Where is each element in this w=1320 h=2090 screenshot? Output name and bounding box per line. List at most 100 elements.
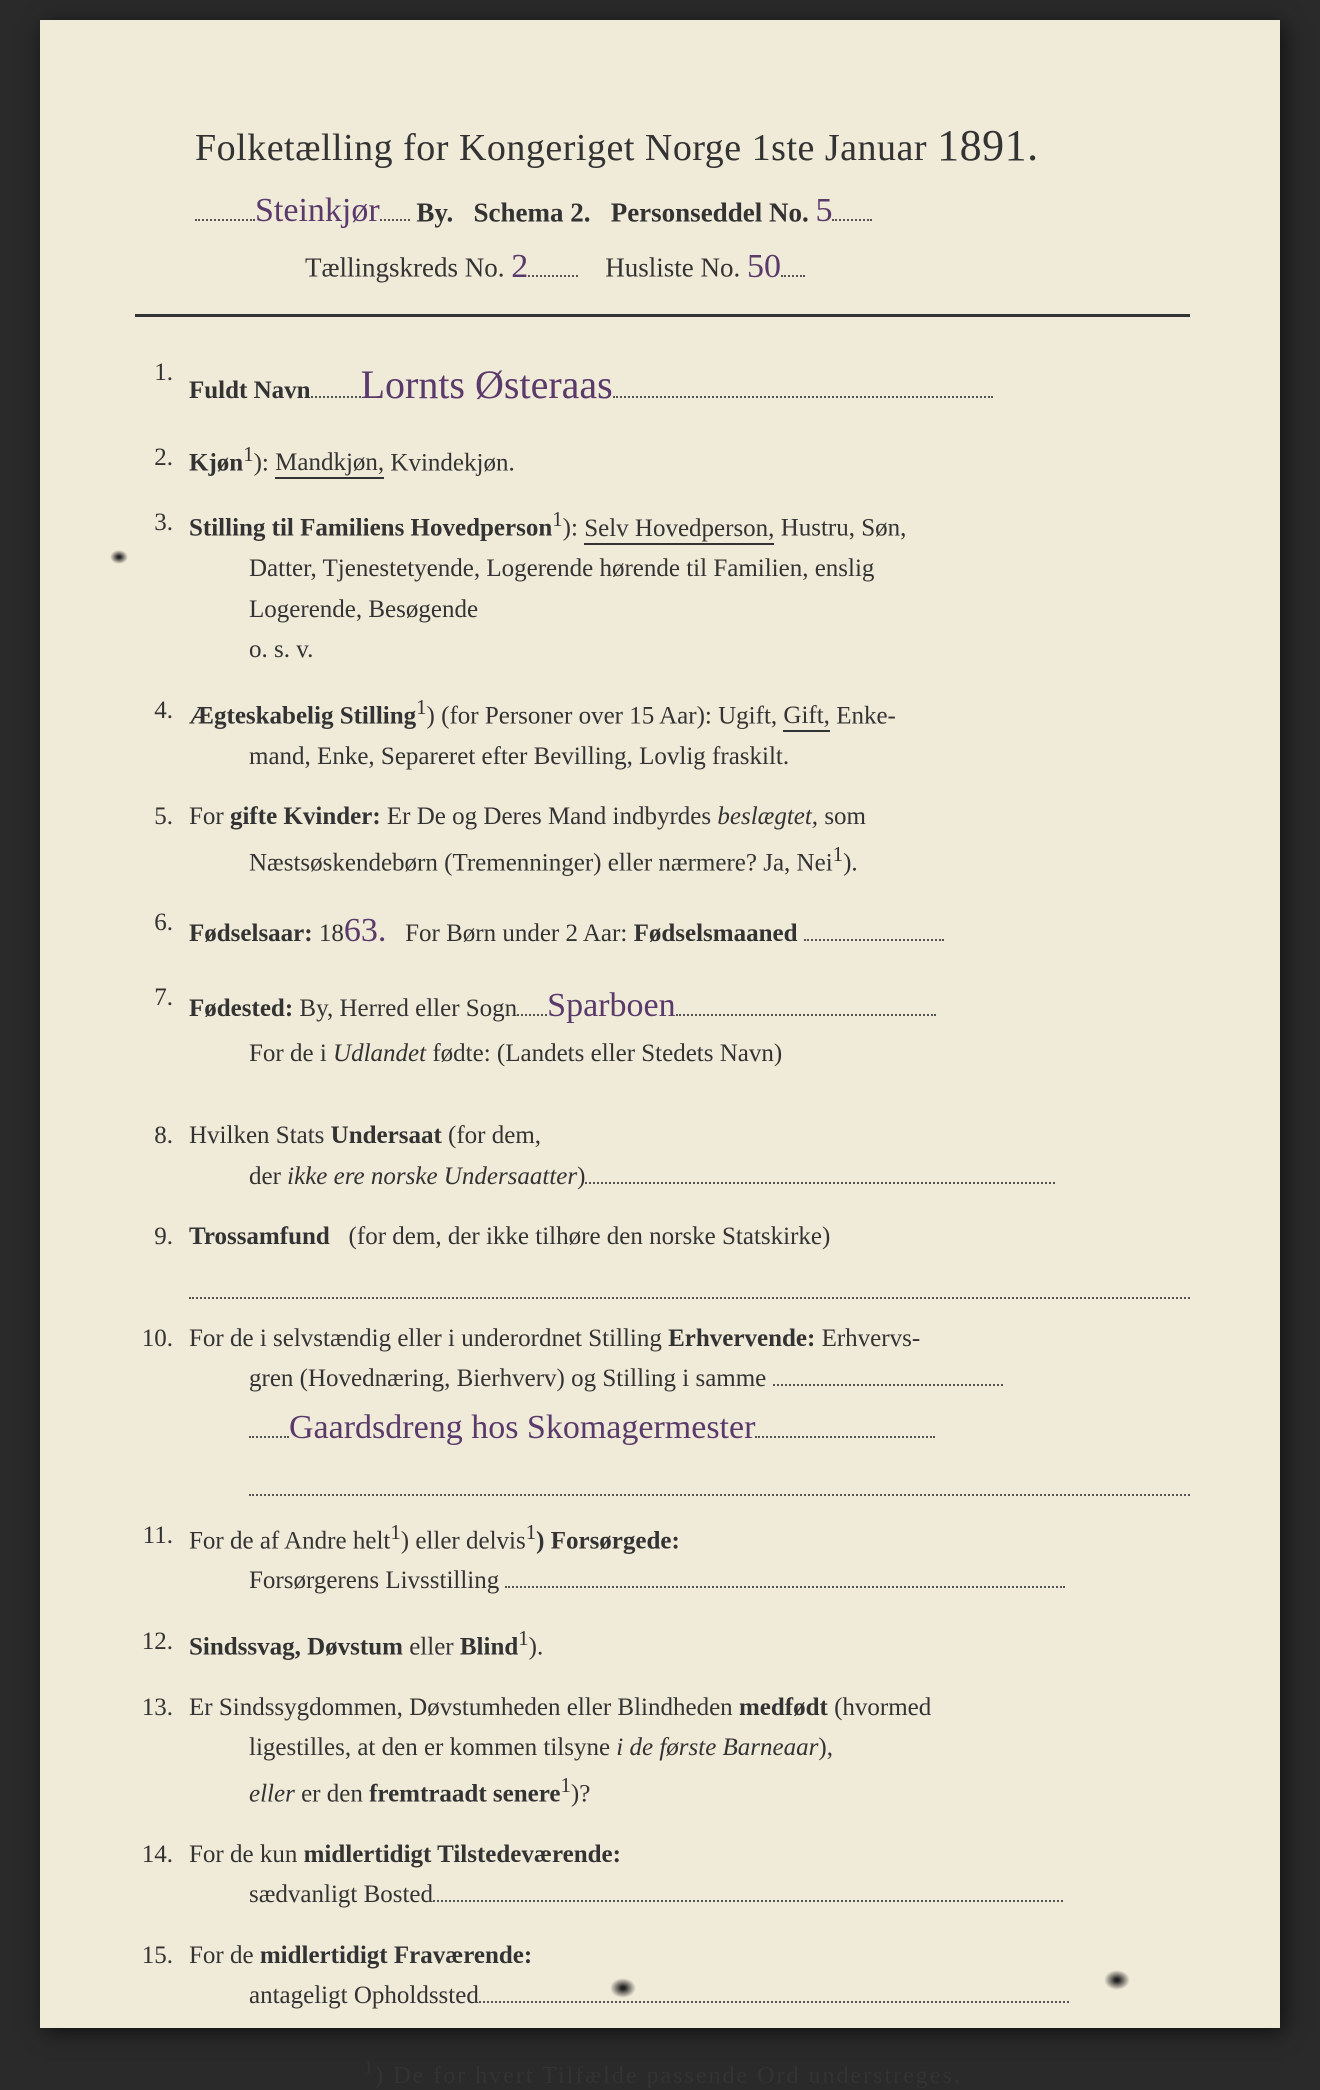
q3-line4: o. s. v. [189,630,1190,671]
q15-line2-wrap: antageligt Opholdssted [189,1976,1190,2017]
q14-text-a: For de kun [189,1841,297,1868]
dots [433,1880,1063,1903]
ink-smudge [610,1978,636,1998]
q14-line2-wrap: sædvanligt Bosted [189,1875,1190,1916]
q13-line3-end: )? [571,1780,590,1807]
q7-text: By, Herred eller Sogn [299,995,517,1022]
q2-opt-mandkjon: Mandkjøn, [275,449,384,479]
q1-row: 1. Fuldt NavnLornts Østeraas [135,353,1190,418]
dots [773,1364,1003,1387]
q9-text: (for dem, der ikke tilhøre den norske St… [349,1223,831,1250]
q13-line3-i: eller [249,1780,295,1807]
husliste-no: 50 [747,248,781,286]
q11-mid: ) eller delvis [401,1527,526,1554]
q3-body: Stilling til Familiens Hovedperson1): Se… [189,503,1190,670]
q3-sup: 1 [552,507,562,531]
q10-value: Gaardsdreng hos Skomagermester [289,1400,755,1455]
q4-num: 4. [135,691,189,732]
q2-row: 2. Kjøn1): Mandkjøn, Kvindekjøn. [135,438,1190,484]
q3-opts-rest: Hustru, Søn, [781,515,907,542]
q8-line2-wrap: der ikke ere norske Undersaatter) [189,1157,1190,1198]
q15-text-a: For de [189,1942,254,1969]
q3-opt-selv: Selv Hovedperson, [584,515,774,545]
q11-label: ) Forsørgede: [536,1527,680,1554]
dots [380,189,410,221]
q8-row: 8. Hvilken Stats Undersaat (for dem, der… [135,1116,1190,1197]
q11-row: 11. For de af Andre helt1) eller delvis1… [135,1516,1190,1602]
q13-text-a: Er Sindssygdommen, Døvstumheden eller Bl… [189,1694,733,1721]
q12-end: ). [529,1633,544,1660]
q6-mid: For Børn under 2 Aar: [405,920,627,947]
q5-end: ). [843,849,858,876]
q9-label: Trossamfund [189,1223,330,1250]
q9-num: 9. [135,1217,189,1258]
q2-opt-kvindekjon: Kvindekjøn. [390,449,514,476]
q7-line2-i: Udlandet [333,1040,426,1067]
q11-line2-wrap: Forsørgerens Livsstilling [189,1561,1190,1602]
q4-label: Ægteskabelig Stilling [189,702,416,729]
q13-line2-a: ligestilles, at den er kommen tilsyne [249,1734,610,1761]
q15-body: For de midlertidigt Fraværende: antageli… [189,1936,1190,2017]
q11-sup1: 1 [390,1520,400,1544]
q6-century: 18 [319,920,344,947]
q13-line2-b: ), [818,1734,833,1761]
husliste-label: Husliste No. [605,253,740,283]
q13-line2-i: i de første Barneaar [616,1734,818,1761]
q12-text-a: eller [409,1633,453,1660]
q14-row: 14. For de kun midlertidigt Tilstedevære… [135,1835,1190,1916]
dots [585,1161,1055,1184]
q3-row: 3. Stilling til Familiens Hovedperson1):… [135,503,1190,670]
q15-line2: antageligt Opholdssted [249,1982,479,2009]
dots [804,919,944,942]
dots [195,189,255,221]
q7-line2-a: For de i [249,1040,327,1067]
q4-opts-b: Enke- [836,702,896,729]
q15-label: midlertidigt Fraværende: [260,1942,532,1969]
q1-body: Fuldt Navn Lornts Østeraas [189,353,1190,418]
q10-value-wrap: Gaardsdreng hos Skomagermester [189,1400,1190,1455]
q3-line3: Logerende, Besøgende [189,590,1190,631]
q4-body: Ægteskabelig Stilling1) (for Personer ov… [189,691,1190,777]
q5-ital: beslægtet, [717,803,818,830]
q7-line2-b: fødte: (Landets eller Stedets Navn) [432,1040,782,1067]
q2-num: 2. [135,438,189,479]
dots [613,368,993,398]
q7-body: Fødested: By, Herred eller SognSparboen … [189,978,1190,1074]
q9-row: 9. Trossamfund (for dem, der ikke tilhør… [135,1217,1190,1299]
schema-label: Schema 2. [473,197,590,227]
footnote-sup: 1 [363,2057,375,2079]
dots [832,189,872,221]
personseddel-no: 5 [815,192,832,230]
q1-label: Fuldt Navn [189,377,311,404]
q10-row: 10. For de i selvstændig eller i underor… [135,1319,1190,1496]
q2-body: Kjøn1): Mandkjøn, Kvindekjøn. [189,438,1190,484]
kreds-no: 2 [511,248,528,286]
q12-body: Sindssvag, Døvstum eller Blind1). [189,1622,1190,1668]
q8-text-b: (for dem, [448,1122,541,1149]
q12-row: 12. Sindssvag, Døvstum eller Blind1). [135,1622,1190,1668]
q5-sup: 1 [833,842,843,866]
q10-body: For de i selvstændig eller i underordnet… [189,1319,1190,1496]
city-label: By. [416,197,453,227]
q5-line2-wrap: Næstsøskendebørn (Tremenninger) eller næ… [189,838,1190,884]
q4-opts-a: Ugift, [718,702,777,729]
q12-label-b: Blind [460,1633,518,1660]
q1-value: Lornts Østeraas [361,353,613,418]
q13-row: 13. Er Sindssygdommen, Døvstumheden elle… [135,1688,1190,1815]
q15-num: 15. [135,1936,189,1977]
dots [676,986,936,1016]
q7-num: 7. [135,978,189,1019]
q6-year: 63. [344,903,387,958]
q5-text-a: Er De og Deres Mand indbyrdes [387,803,711,830]
q10-text-b: Erhvervs- [822,1325,921,1352]
q10-text-a: For de i selvstændig eller i underordnet… [189,1325,662,1352]
q7-label: Fødested: [189,995,293,1022]
spacer [135,1094,1190,1116]
q12-sup: 1 [518,1626,528,1650]
q3-label: Stilling til Familiens Hovedperson [189,515,552,542]
q12-label: Sindssvag, Døvstum [189,1633,403,1660]
title-year: 1891. [937,121,1039,170]
form-header: Folketælling for Kongeriget Norge 1ste J… [135,120,1190,286]
dots [755,1415,935,1438]
q4-paren: (for Personer over 15 Aar): [441,702,712,729]
